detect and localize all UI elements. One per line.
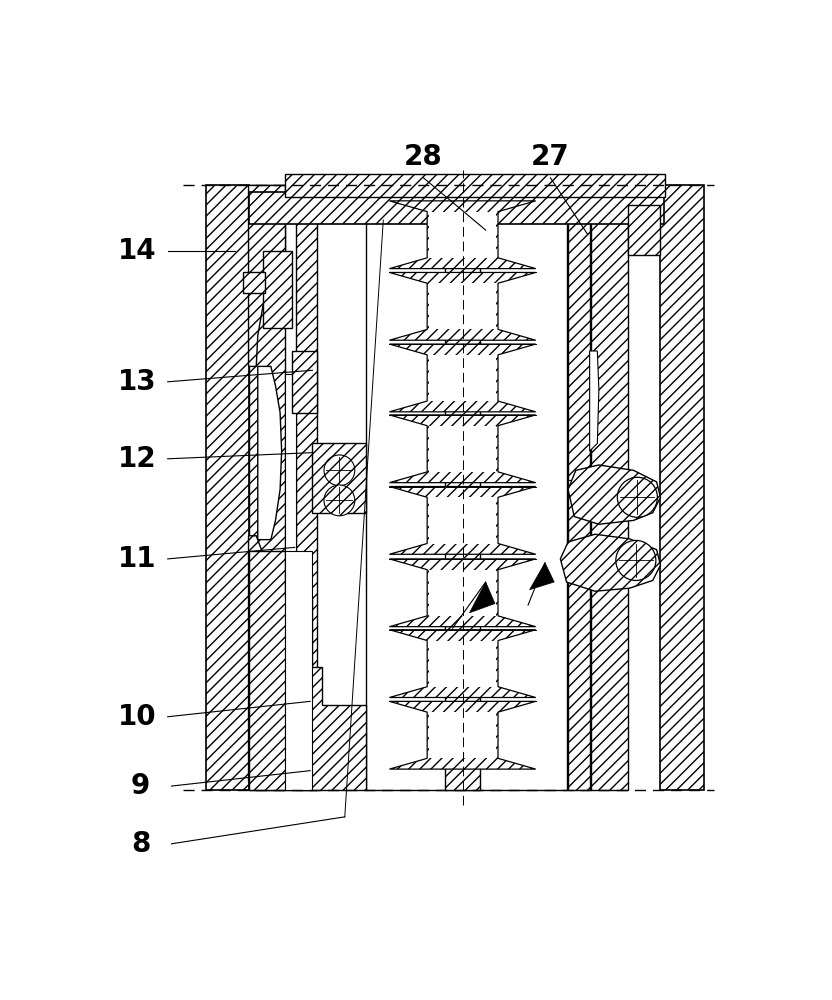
Polygon shape <box>428 497 497 544</box>
Text: 8: 8 <box>131 830 151 858</box>
Text: 10: 10 <box>117 703 156 731</box>
Polygon shape <box>428 426 497 472</box>
Polygon shape <box>568 480 589 496</box>
Text: 11: 11 <box>117 545 156 573</box>
Bar <box>366 185 567 790</box>
Polygon shape <box>561 534 661 591</box>
Bar <box>295 185 317 790</box>
Polygon shape <box>428 641 497 687</box>
Text: 28: 28 <box>404 143 443 171</box>
Circle shape <box>616 540 656 580</box>
Polygon shape <box>469 582 495 613</box>
Bar <box>628 205 661 255</box>
Polygon shape <box>568 465 661 524</box>
Text: 13: 13 <box>117 368 156 396</box>
Polygon shape <box>389 272 536 340</box>
Polygon shape <box>285 374 295 790</box>
Circle shape <box>324 485 354 516</box>
Polygon shape <box>389 559 536 627</box>
Bar <box>592 185 628 790</box>
Bar <box>292 351 317 413</box>
Polygon shape <box>428 570 497 616</box>
Polygon shape <box>389 487 536 554</box>
Bar <box>206 185 249 790</box>
Bar <box>285 551 313 790</box>
Text: 12: 12 <box>117 445 156 473</box>
Bar <box>249 192 664 224</box>
Bar <box>249 185 285 790</box>
Polygon shape <box>389 701 536 769</box>
Polygon shape <box>428 283 497 329</box>
Text: 27: 27 <box>531 143 570 171</box>
Text: 9: 9 <box>131 772 151 800</box>
Circle shape <box>324 455 354 486</box>
Circle shape <box>617 477 657 517</box>
Bar <box>568 185 590 790</box>
Bar <box>285 597 313 790</box>
Polygon shape <box>249 185 285 366</box>
Bar <box>661 185 705 790</box>
Polygon shape <box>389 415 536 483</box>
Polygon shape <box>567 551 589 567</box>
Bar <box>445 185 480 790</box>
Polygon shape <box>530 563 554 590</box>
Polygon shape <box>428 355 497 401</box>
Bar <box>313 443 366 513</box>
Polygon shape <box>428 712 497 758</box>
Polygon shape <box>389 201 536 269</box>
Polygon shape <box>249 551 366 790</box>
Polygon shape <box>389 344 536 412</box>
Polygon shape <box>258 366 282 540</box>
Polygon shape <box>389 630 536 698</box>
Text: 14: 14 <box>117 237 156 265</box>
Polygon shape <box>428 212 497 258</box>
Bar <box>285 174 665 197</box>
Bar <box>263 251 292 328</box>
Bar <box>243 272 265 293</box>
Polygon shape <box>249 536 285 782</box>
Polygon shape <box>590 351 599 451</box>
